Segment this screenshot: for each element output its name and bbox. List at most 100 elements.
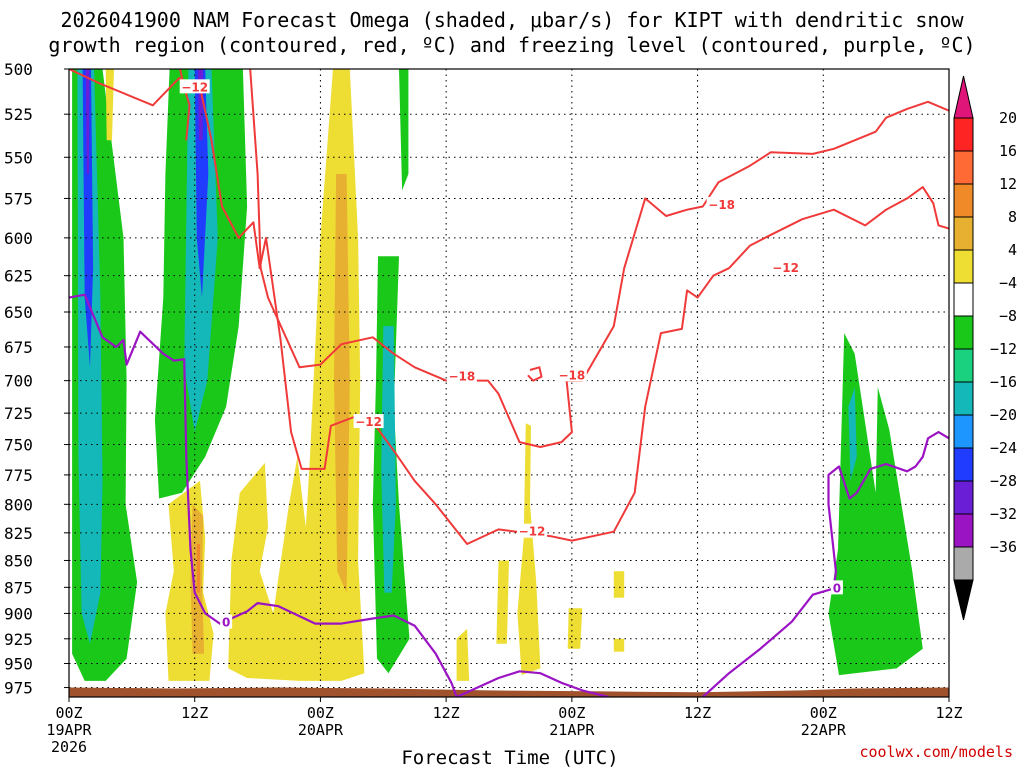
- omega-area-pos-col-1-mid: [334, 174, 350, 593]
- y-tick-label-975: 975: [4, 679, 33, 698]
- x-tick-label-3: 12Z: [433, 704, 460, 722]
- y-tick-label-925: 925: [4, 630, 33, 649]
- dgz-contour-dgz-closed: [527, 366, 543, 382]
- plot-frame: [68, 68, 950, 698]
- y-tick-label-700: 700: [4, 372, 33, 391]
- x-tick-label-2: 00Z: [307, 704, 334, 722]
- y-tick-label-500: 500: [4, 60, 33, 79]
- y-tick-label-625: 625: [4, 267, 33, 286]
- omega-area-pos-blob-a: [456, 628, 470, 681]
- omega-area-pos-blob-c: [496, 560, 509, 644]
- colorbar-swatch-13: [953, 546, 974, 581]
- omega-area-pos-blob-b: [517, 423, 541, 676]
- colorbar: 20 16 12 8 4 −4 −8 −12 −16 −20 −24 −28 −32 −36: [953, 75, 1017, 621]
- omega-area-neg-col-3-core: [381, 326, 396, 593]
- omega-area-neg-col-4: [399, 69, 409, 191]
- credit-link[interactable]: coolwx.com/models: [859, 743, 1013, 761]
- omega-area-neg-col-5-core: [848, 387, 857, 481]
- x-tick-label-7: 12Z: [935, 704, 962, 722]
- dgz-contour-label: −18: [708, 198, 735, 212]
- colorbar-bottom-arrow: [953, 579, 974, 621]
- dgz-contour-label: −12: [355, 415, 382, 429]
- y-tick-label-800: 800: [4, 495, 33, 514]
- dgz-label-bg: [770, 260, 801, 275]
- y-tick-label-900: 900: [4, 604, 33, 623]
- colorbar-label-5: −4: [999, 274, 1017, 292]
- dgz-contour-label: −18: [448, 370, 475, 384]
- plot-area: [72, 69, 923, 681]
- dgz-contour-label: −12: [519, 525, 546, 539]
- dgz-label-bg: [353, 414, 384, 429]
- omega-area-pos-blob-f: [613, 638, 625, 652]
- freezing-level-contour-3: [702, 431, 949, 697]
- y-tick-label-550: 550: [4, 148, 33, 167]
- omega-area-pos-blob-e: [613, 571, 625, 598]
- y-tick-label-950: 950: [4, 654, 33, 673]
- dgz-contour-label: −12: [181, 80, 208, 94]
- colorbar-swatch-11: [953, 480, 974, 515]
- chart-title-line-1: 2026041900 NAM Forecast Omega (shaded, μ…: [60, 8, 964, 32]
- x-axis-label: Forecast Time (UTC): [401, 747, 618, 768]
- omega-area-pos-col-3: [105, 69, 114, 141]
- colorbar-label-2: 12: [999, 175, 1017, 193]
- y-tick-label-825: 825: [4, 524, 33, 543]
- chart-title-line-2: growth region (contoured, red, ºC) and f…: [48, 33, 975, 57]
- colorbar-label-3: 8: [1008, 208, 1017, 226]
- colorbar-label-4: 4: [1008, 241, 1017, 259]
- x-tick-label-1: 12Z: [181, 704, 208, 722]
- dgz-label-bg: [706, 196, 737, 211]
- freezing-level-contour-1: [69, 293, 458, 697]
- x-tick-label-5: 12Z: [684, 704, 711, 722]
- colorbar-label-11: −28: [990, 472, 1017, 490]
- dgz-contour-label: −12: [772, 261, 799, 275]
- y-tick-label-675: 675: [4, 338, 33, 357]
- freezing-level-label-2: 0: [833, 581, 841, 595]
- dgz-label-bg: [179, 79, 210, 94]
- gridlines: [69, 69, 949, 697]
- dgz-contour-label: −18: [558, 368, 585, 382]
- colorbar-swatch-7: [953, 348, 974, 383]
- x-tick-label-6: 00Z: [810, 704, 837, 722]
- dgz-label-bg: [556, 367, 587, 382]
- colorbar-swatch-8: [953, 381, 974, 416]
- x-tick-date-2: 20APR: [298, 721, 344, 739]
- colorbar-swatch-4: [953, 249, 974, 284]
- colorbar-swatch-6: [953, 315, 974, 350]
- colorbar-label-7: −12: [990, 340, 1017, 358]
- y-tick-label-525: 525: [4, 105, 33, 124]
- omega-area-pos-col-2-max: [196, 544, 200, 593]
- y-tick-label-575: 575: [4, 189, 33, 208]
- colorbar-label-9: −20: [990, 406, 1017, 424]
- colorbar-label-12: −32: [990, 505, 1017, 523]
- x-tick-date-0: 19APR: [46, 721, 92, 739]
- colorbar-swatch-1: [953, 150, 974, 185]
- colorbar-top-arrow: [953, 75, 974, 119]
- ground-band: [69, 687, 949, 697]
- contours: −12 −12 −12 −12 −18 −18 −18 0 0: [69, 69, 949, 697]
- y-tick-label-650: 650: [4, 303, 33, 322]
- freezing-label-bg: [220, 614, 233, 629]
- y-tick-label-850: 850: [4, 551, 33, 570]
- y-tick-label-775: 775: [4, 466, 33, 485]
- y-tick-label-750: 750: [4, 436, 33, 455]
- x-tick-date-4: 21APR: [549, 721, 595, 739]
- colorbar-swatch-12: [953, 513, 974, 548]
- colorbar-label-1: 16: [999, 142, 1017, 160]
- colorbar-swatch-2: [953, 183, 974, 218]
- dgz-contour-dgz-upper-2: [179, 69, 191, 141]
- freezing-level-label-1: 0: [222, 616, 230, 630]
- y-axis: 500 525 550 575 600 625 650 675 700 725 750 775 800 8…: [4, 60, 69, 698]
- freezing-level-contour-2: [456, 670, 609, 697]
- colorbar-label-10: −24: [990, 439, 1017, 457]
- dgz-label-bg: [517, 523, 548, 538]
- omega-area-neg-col-1-max: [82, 69, 94, 368]
- omega-area-neg-col-5: [828, 333, 923, 676]
- freezing-label-bg: [830, 580, 843, 595]
- x-tick-date-6: 22APR: [801, 721, 847, 739]
- omega-area-neg-col-2-max: [194, 69, 209, 298]
- omega-area-neg-col-1-peak: [85, 69, 90, 174]
- y-tick-label-875: 875: [4, 578, 33, 597]
- colorbar-swatch-9: [953, 414, 974, 449]
